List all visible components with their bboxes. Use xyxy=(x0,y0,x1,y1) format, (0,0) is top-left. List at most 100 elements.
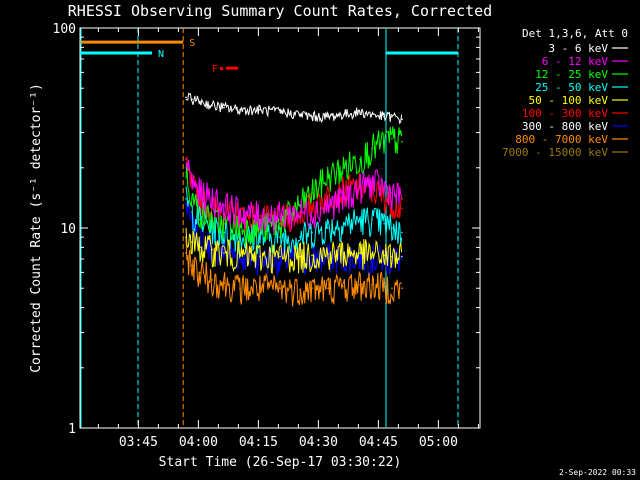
data-point-s3-1 xyxy=(191,211,193,213)
data-point-s7-1 xyxy=(191,264,193,267)
data-point-s2-16 xyxy=(401,140,403,143)
data-point-s7-15 xyxy=(391,287,393,290)
data-point-s1-4 xyxy=(223,204,225,207)
data-point-s0-8 xyxy=(299,113,301,116)
data-point-s0-16 xyxy=(401,118,403,120)
data-point-s2-5 xyxy=(239,227,241,229)
data-point-s1-3 xyxy=(211,197,213,200)
data-point-s1-10 xyxy=(327,204,329,207)
data-point-s0-15 xyxy=(391,115,393,118)
data-point-s6-7 xyxy=(279,258,281,260)
y-axis-label: Corrected Count Rate (s⁻¹ detector⁻¹) xyxy=(29,83,44,373)
x-tick-label: 03:45 xyxy=(119,435,158,450)
data-point-s1-2 xyxy=(199,191,201,194)
data-point-s2-12 xyxy=(359,158,361,161)
data-point-s6-12 xyxy=(359,255,361,258)
legend-label-4: 50 - 100 keV xyxy=(529,94,609,107)
data-point-s4-1 xyxy=(191,241,193,243)
series-line-6 xyxy=(185,200,402,277)
series-line-0 xyxy=(185,92,403,125)
data-point-s3-9 xyxy=(311,231,313,234)
legend-label-6: 300 - 800 keV xyxy=(522,120,608,133)
data-point-s3-16 xyxy=(401,231,403,234)
data-point-s7-11 xyxy=(343,285,345,288)
flare-dot xyxy=(220,67,223,71)
data-point-s1-13 xyxy=(371,181,373,183)
data-point-s1-15 xyxy=(391,191,393,194)
y-tick-label: 100 xyxy=(53,22,76,37)
data-point-s5-14 xyxy=(383,194,385,197)
data-point-s0-13 xyxy=(371,113,373,116)
data-point-s4-10 xyxy=(327,253,329,255)
data-point-s2-2 xyxy=(199,211,201,213)
data-point-s2-3 xyxy=(211,218,213,221)
data-point-s4-4 xyxy=(223,252,225,254)
data-point-s4-12 xyxy=(359,252,361,254)
series-line-3 xyxy=(185,186,403,255)
data-point-s6-4 xyxy=(223,251,225,253)
legend-label-5: 100 - 300 keV xyxy=(522,107,608,120)
data-point-s4-16 xyxy=(401,255,403,258)
data-point-s4-15 xyxy=(391,255,393,258)
saa-label: S xyxy=(189,38,195,49)
legend-label-8: 7000 - 15000 keV xyxy=(502,146,608,159)
data-point-s4-8 xyxy=(299,255,301,258)
data-point-s2-10 xyxy=(327,176,329,178)
data-point-s4-11 xyxy=(343,252,345,254)
series-line-1 xyxy=(185,160,402,233)
data-point-s7-3 xyxy=(211,279,213,281)
data-point-s4-13 xyxy=(371,253,373,255)
x-tick-label: 04:15 xyxy=(239,435,278,450)
data-point-s4-2 xyxy=(199,246,201,249)
data-point-s0-10 xyxy=(327,115,329,118)
data-point-s3-10 xyxy=(327,227,329,229)
series-line-4 xyxy=(185,227,403,275)
y-tick-label: 1 xyxy=(68,422,76,437)
data-point-s2-1 xyxy=(191,197,193,200)
data-point-s0-0 xyxy=(185,96,187,99)
data-point-s0-12 xyxy=(359,111,361,113)
data-point-s7-14 xyxy=(383,285,385,288)
data-point-s2-9 xyxy=(311,191,313,194)
x-tick-label: 04:00 xyxy=(179,435,218,450)
data-point-s2-14 xyxy=(383,140,385,143)
x-axis-label: Start Time (26-Sep-17 03:30:22) xyxy=(159,455,402,470)
legend-label-2: 12 - 25 keV xyxy=(535,68,608,81)
data-point-s1-16 xyxy=(401,197,403,200)
data-point-s1-7 xyxy=(279,215,281,217)
data-point-s4-5 xyxy=(239,254,241,257)
series-line-2 xyxy=(185,126,403,246)
x-tick-label: 04:30 xyxy=(299,435,338,450)
data-point-s7-0 xyxy=(185,252,187,254)
data-point-s3-5 xyxy=(239,236,241,238)
data-point-s6-9 xyxy=(311,258,313,260)
data-point-s2-0 xyxy=(185,171,187,174)
data-point-s0-7 xyxy=(279,111,281,113)
y-tick-label: 10 xyxy=(60,222,76,237)
data-point-s3-12 xyxy=(359,218,361,221)
data-point-s0-6 xyxy=(259,108,261,111)
data-point-s4-3 xyxy=(211,248,213,251)
legend-label-3: 25 - 50 keV xyxy=(535,81,608,94)
data-point-s0-3 xyxy=(211,104,213,107)
legend-label-1: 6 - 12 keV xyxy=(542,55,609,68)
x-tick-label: 04:45 xyxy=(359,435,398,450)
data-point-s7-8 xyxy=(299,289,301,291)
data-point-s4-6 xyxy=(259,255,261,258)
data-point-s3-11 xyxy=(343,222,345,225)
data-point-s0-5 xyxy=(239,108,241,111)
data-point-s1-1 xyxy=(191,181,193,183)
data-point-s3-0 xyxy=(185,197,187,200)
data-point-s7-6 xyxy=(259,287,261,290)
x-tick-label: 05:00 xyxy=(419,435,458,450)
data-point-s7-16 xyxy=(401,287,403,290)
data-point-s3-15 xyxy=(391,227,393,229)
data-point-s6-1 xyxy=(191,227,193,229)
chart-title: RHESSI Observing Summary Count Rates, Co… xyxy=(68,2,492,20)
data-point-s3-13 xyxy=(371,218,373,221)
data-point-s7-2 xyxy=(199,271,201,274)
data-point-s5-16 xyxy=(401,207,403,210)
plot-axes: 1 10 100 03:45 04:00 04:15 04:30 04:45 05:00 xyxy=(53,22,480,450)
